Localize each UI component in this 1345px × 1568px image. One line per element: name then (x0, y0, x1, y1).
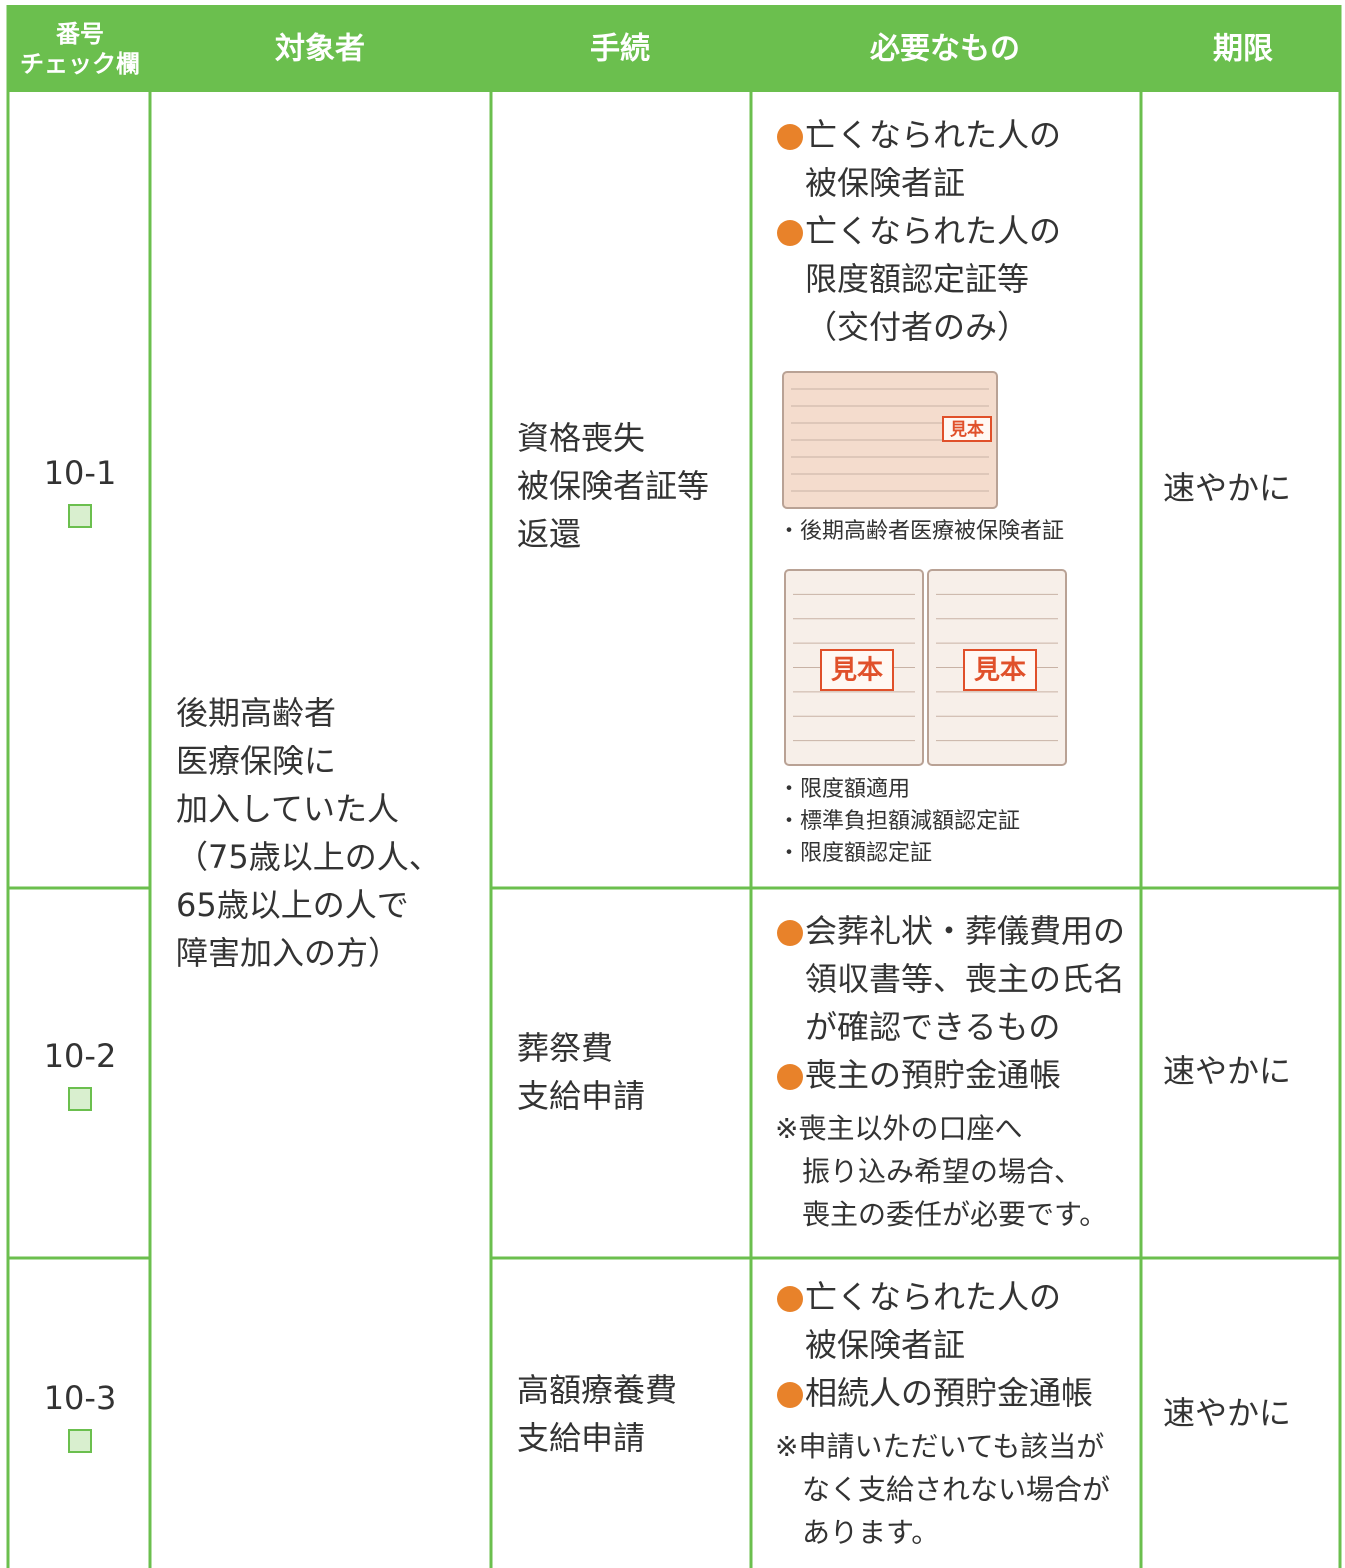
sample-stamp: 見本 (974, 656, 1026, 686)
note-text: 振り込み希望の場合、 (802, 1155, 1082, 1188)
row-number: 10-2 (44, 1037, 117, 1075)
required-item: が確認できるもの (805, 1008, 1060, 1046)
sample-caption: ・限度額認定証 (778, 841, 932, 866)
note-text: 喪主の委任が必要です。 (802, 1198, 1107, 1231)
row-number: 10-1 (44, 454, 117, 492)
note-text: ※喪主以外の口座へ (775, 1112, 1022, 1145)
bullet (777, 124, 803, 150)
target-text: 医療保険に (176, 742, 336, 780)
checkbox (68, 1429, 92, 1453)
required-item: 会葬礼状・葬儀費用の (805, 912, 1125, 950)
deadline: 速やかに (1163, 1394, 1291, 1432)
required-item: 亡くなられた人の (805, 212, 1061, 250)
header-label: チェック欄 (20, 50, 140, 78)
procedure-text: 資格喪失 (517, 419, 645, 457)
target-text: 65歳以上の人で (176, 886, 409, 924)
procedure-text: 支給申請 (517, 1419, 645, 1457)
procedure-text: 高額療養費 (517, 1371, 677, 1409)
target-text: （75歳以上の人、 (176, 838, 441, 876)
required-item: 喪主の預貯金通帳 (805, 1056, 1061, 1094)
header-bar (8, 5, 1340, 92)
target-text: 後期高齢者 (176, 694, 336, 732)
required-item: 領収書等、喪主の氏名 (805, 960, 1125, 998)
note-text: ※申請いただいても該当が (775, 1430, 1104, 1463)
header-label: 手続 (590, 32, 650, 67)
procedure-text: 支給申請 (517, 1077, 645, 1115)
sample-caption: ・限度額適用 (778, 777, 910, 802)
sample-stamp-box (963, 649, 1037, 691)
target-text: 障害加入の方） (176, 934, 400, 972)
sample-caption: ・標準負担額減額認定証 (778, 809, 1020, 834)
sample-caption: ・後期高齢者医療被保険者証 (778, 519, 1064, 544)
procedure-text: 返還 (517, 515, 581, 553)
required-item: 被保険者証 (805, 164, 965, 202)
checkbox (68, 1087, 92, 1111)
bullet (777, 1064, 803, 1090)
required-item: 亡くなられた人の (805, 1278, 1061, 1316)
required-item: 亡くなられた人の (805, 116, 1061, 154)
sample-stamp: 見本 (831, 656, 883, 686)
required-item: 被保険者証 (805, 1326, 965, 1364)
sample-stamp: 見本 (949, 419, 984, 440)
required-item: 相続人の預貯金通帳 (805, 1374, 1093, 1412)
procedure-text: 被保険者証等 (517, 467, 709, 505)
procedure-text: 葬祭費 (517, 1029, 613, 1067)
note-text: あります。 (802, 1516, 939, 1549)
bullet (777, 1382, 803, 1408)
bullet (777, 920, 803, 946)
sample-stamp-box (820, 649, 894, 691)
header-label: 期限 (1213, 32, 1273, 67)
required-item: 限度額認定証等 (805, 260, 1029, 298)
header-label: 番号 (55, 20, 104, 48)
deadline: 速やかに (1163, 469, 1291, 507)
checkbox (68, 504, 92, 528)
sample-stamp-box (942, 416, 992, 442)
bullet (777, 220, 803, 246)
header-label: 必要なもの (870, 32, 1020, 67)
row-number: 10-3 (44, 1379, 117, 1417)
deadline: 速やかに (1163, 1052, 1291, 1090)
required-item: （交付者のみ） (805, 308, 1029, 346)
header-label: 対象者 (275, 32, 365, 67)
target-text: 加入していた人 (176, 790, 399, 828)
bullet (777, 1286, 803, 1312)
note-text: なく支給されない場合が (802, 1473, 1110, 1506)
